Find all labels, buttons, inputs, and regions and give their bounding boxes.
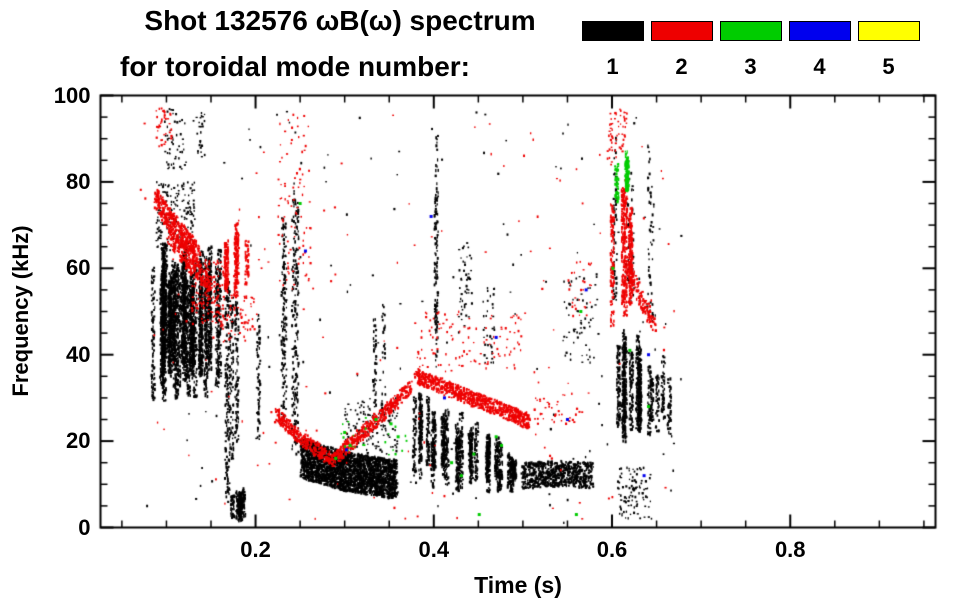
- legend-swatch-n5: [857, 21, 920, 41]
- legend-mode-number: 5: [882, 54, 895, 79]
- mode-legend: 1 2 3 4 5: [578, 21, 923, 80]
- plot-title-line1: Shot 132576 ωB(ω) spectrum: [144, 5, 536, 36]
- legend-mode-number: 1: [606, 54, 619, 79]
- legend-item-n2: 2: [647, 21, 716, 80]
- legend-swatch-n2: [650, 21, 713, 41]
- legend-swatch-n3: [719, 21, 782, 41]
- y-axis-title: Frequency (kHz): [8, 225, 33, 397]
- legend-item-n4: 4: [785, 21, 854, 80]
- legend-swatch-n1: [581, 21, 644, 41]
- legend-mode-number: 3: [744, 54, 757, 79]
- legend-mode-number: 4: [813, 54, 826, 79]
- legend-swatch-n4: [788, 21, 851, 41]
- x-axis-title: Time (s): [474, 572, 562, 598]
- legend-mode-number: 2: [675, 54, 688, 79]
- legend-item-n1: 1: [578, 21, 647, 80]
- legend-item-n3: 3: [716, 21, 785, 80]
- legend-item-n5: 5: [854, 21, 923, 80]
- plot-title-line2: for toroidal mode number:: [120, 51, 470, 82]
